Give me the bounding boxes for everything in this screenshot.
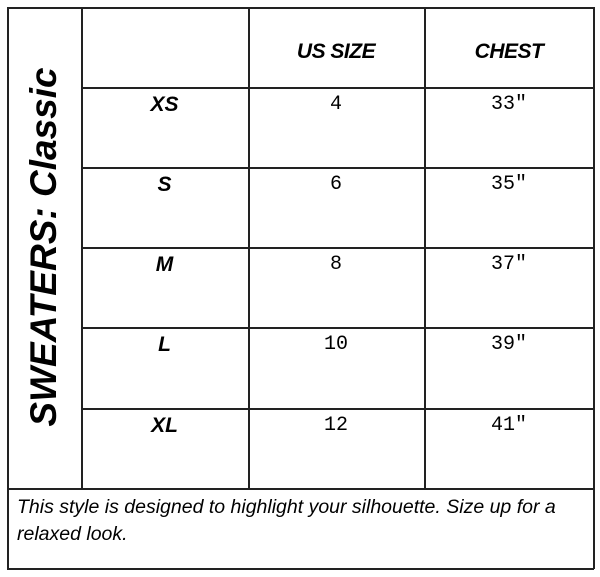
divider	[7, 488, 594, 490]
size-label: M	[155, 253, 174, 276]
header-us-size: US SIZE	[296, 40, 376, 63]
size-label: XS	[150, 93, 179, 116]
chest-value: 41″	[490, 414, 527, 437]
divider	[81, 87, 594, 89]
chest-value: 39″	[490, 333, 527, 356]
chest-value: 33″	[490, 93, 527, 116]
chest-value: 35″	[490, 173, 527, 196]
border-right	[593, 7, 595, 569]
divider	[81, 167, 594, 169]
us-size-value: 6	[329, 173, 342, 196]
border-left	[7, 7, 9, 569]
us-size-value: 12	[323, 414, 348, 437]
us-size-value: 8	[329, 253, 342, 276]
chest-value: 37″	[490, 253, 527, 276]
style-note: This style is designed to highlight your…	[17, 496, 556, 545]
divider	[81, 408, 594, 410]
us-size-value: 10	[323, 333, 348, 356]
header-chest: CHEST	[474, 40, 544, 63]
divider	[81, 327, 594, 329]
divider	[81, 247, 594, 249]
us-size-value: 4	[329, 93, 342, 116]
size-label: S	[157, 173, 172, 196]
border-top	[7, 7, 594, 9]
size-label: L	[158, 333, 171, 356]
size-label: XL	[151, 414, 178, 437]
chart-title: SWEATERS: Classic	[23, 67, 64, 427]
border-bottom	[7, 568, 594, 570]
